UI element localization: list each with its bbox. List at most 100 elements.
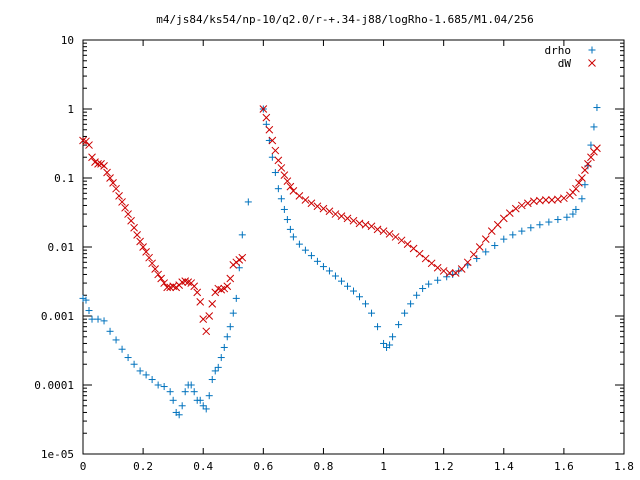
dw-point [581, 166, 589, 174]
dw-point [238, 253, 247, 262]
drho-point [166, 388, 174, 396]
drho-point [106, 327, 114, 335]
dw-point [427, 259, 436, 268]
dw-point [343, 214, 352, 223]
dw-point [355, 219, 364, 228]
drho-point [124, 354, 132, 362]
dw-point [100, 161, 108, 170]
dw-point [181, 277, 190, 285]
dw-point [178, 278, 187, 286]
dw-point [397, 236, 406, 245]
drho-point [202, 405, 210, 413]
dw-point [319, 204, 328, 213]
drho-point [325, 267, 333, 275]
dw-point [109, 179, 117, 187]
drho-point [238, 231, 246, 239]
dw-point [523, 199, 532, 208]
dw-point [542, 196, 550, 204]
dw-point [205, 312, 214, 320]
drho-point [136, 367, 144, 375]
drho-point [130, 360, 138, 368]
drho-point [142, 371, 150, 379]
drho-point [527, 224, 535, 232]
drho-point [226, 323, 234, 331]
drho-point [401, 309, 409, 317]
dw-point [106, 174, 114, 182]
y-tick-label: 0.0001 [34, 379, 74, 392]
drho-point [337, 277, 345, 285]
dw-point [259, 105, 268, 113]
drho-point [578, 195, 586, 203]
drho-point [286, 225, 294, 233]
drho-point [419, 285, 427, 293]
y-axis: 10 1 0.1 0.01 0.001 0.0001 1e-05 [34, 34, 624, 461]
drho-point [214, 363, 222, 371]
dw-point [139, 243, 147, 251]
x-tick-label: 0.8 [314, 460, 334, 473]
dw-point [554, 195, 562, 204]
drho-point [407, 300, 415, 308]
dw-point [463, 258, 472, 267]
dw-point [157, 274, 165, 283]
dw-point [133, 230, 141, 239]
dw-point [124, 210, 132, 218]
drho-point [160, 383, 168, 391]
drho-point [554, 216, 562, 224]
drho-point [500, 235, 508, 243]
y-tick-label: 0.001 [41, 310, 74, 323]
drho-point [386, 341, 394, 349]
y-tick-label: 1e-05 [41, 448, 74, 461]
drho-point [491, 242, 499, 250]
dw-point [289, 187, 298, 195]
y-tick-label: 10 [61, 34, 74, 47]
dw-point [199, 315, 208, 324]
drho-point [319, 263, 327, 271]
drho-point [94, 315, 102, 323]
dw-point [487, 227, 496, 235]
drho-point [85, 307, 93, 315]
drho-point [79, 294, 87, 302]
drho-point [395, 321, 403, 329]
dw-point [265, 125, 274, 134]
dw-point [361, 220, 370, 229]
drho-point [274, 185, 282, 193]
dw-point [337, 212, 346, 220]
dw-point [584, 160, 592, 168]
dw-point [145, 253, 153, 262]
dw-point [505, 209, 514, 217]
x-axis: 0 0.2 0.4 0.6 0.8 1 1.2 1.4 1.6 1.8 [80, 40, 634, 473]
y-tick-label: 0.01 [48, 241, 75, 254]
drho-point [88, 315, 96, 323]
dw-point [142, 248, 150, 256]
drho-point [187, 381, 195, 389]
dw-point [103, 168, 111, 177]
dw-point [313, 202, 322, 211]
drho-point [118, 345, 126, 353]
drho-point [307, 252, 315, 260]
drho-point [280, 205, 288, 213]
dw-point [208, 299, 217, 308]
dw-point [379, 227, 388, 235]
drho-point [569, 210, 577, 218]
drho-point [220, 343, 228, 351]
drho-point [473, 255, 481, 263]
dw-point [575, 179, 583, 187]
legend-label-dw: dW [558, 57, 572, 70]
drho-point [181, 388, 189, 396]
dw-point [280, 171, 289, 179]
dw-point [517, 201, 526, 210]
dw-point [202, 327, 211, 336]
drho-point [313, 257, 321, 265]
dw-point [193, 288, 202, 297]
dw-point [349, 216, 358, 225]
drho-point [563, 213, 571, 221]
dw-point [286, 182, 295, 191]
dw-point [262, 113, 271, 122]
dw-point [277, 164, 286, 172]
drho-point [362, 300, 370, 308]
legend-marker-drho [588, 46, 596, 54]
dw-point [118, 198, 126, 206]
drho-point [289, 233, 297, 241]
